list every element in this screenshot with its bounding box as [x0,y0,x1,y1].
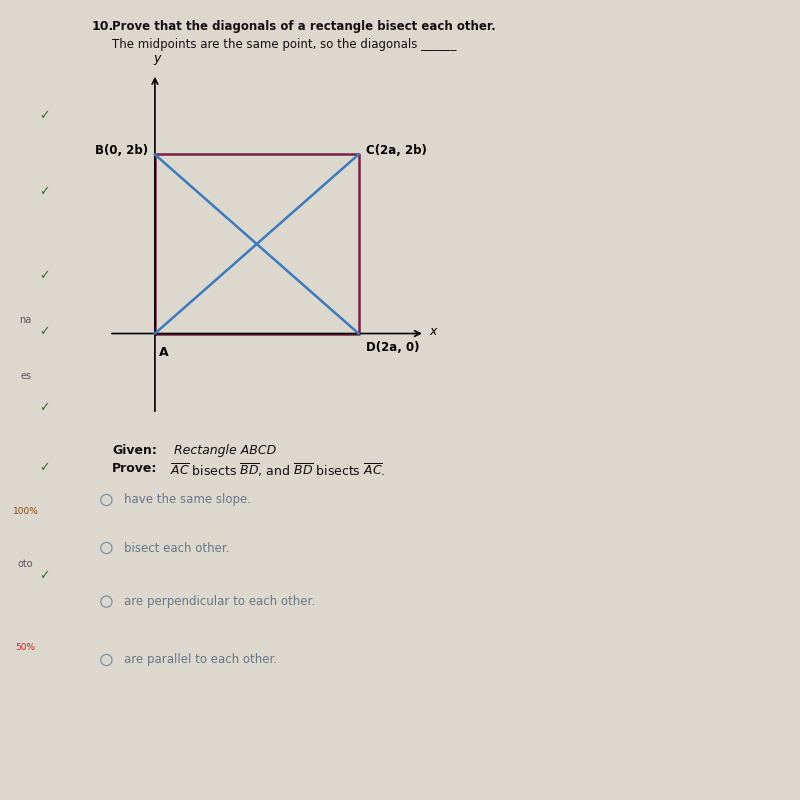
Text: ✓: ✓ [38,402,50,414]
Text: B(0, 2b): B(0, 2b) [94,144,148,158]
Text: 10.: 10. [92,20,114,33]
Text: Prove:: Prove: [112,462,158,475]
Text: na: na [19,315,32,325]
Text: es: es [20,371,31,381]
Text: oto: oto [18,559,34,569]
Text: C(2a, 2b): C(2a, 2b) [366,144,426,158]
Text: x: x [430,326,437,338]
Text: are parallel to each other.: are parallel to each other. [124,654,277,666]
Text: have the same slope.: have the same slope. [124,494,251,506]
Text: ✓: ✓ [38,462,50,474]
Text: are perpendicular to each other.: are perpendicular to each other. [124,595,315,608]
Text: 100%: 100% [13,507,38,517]
Text: ✓: ✓ [38,186,50,198]
Text: ✓: ✓ [38,326,50,338]
Text: ✓: ✓ [38,570,50,582]
Text: y: y [154,52,161,65]
Text: ✓: ✓ [38,110,50,122]
Text: A: A [159,346,169,359]
Text: D(2a, 0): D(2a, 0) [366,341,419,354]
Text: 50%: 50% [15,643,36,653]
Text: Prove that the diagonals of a rectangle bisect each other.: Prove that the diagonals of a rectangle … [112,20,496,33]
Text: ✓: ✓ [38,270,50,282]
Text: The midpoints are the same point, so the diagonals ______: The midpoints are the same point, so the… [112,38,456,51]
Text: Given:: Given: [112,444,157,457]
Text: $\overline{AC}$ bisects $\overline{BD}$, and $\overline{BD}$ bisects $\overline{: $\overline{AC}$ bisects $\overline{BD}$,… [170,462,385,479]
Text: bisect each other.: bisect each other. [124,542,230,554]
Text: Rectangle ABCD: Rectangle ABCD [170,444,276,457]
